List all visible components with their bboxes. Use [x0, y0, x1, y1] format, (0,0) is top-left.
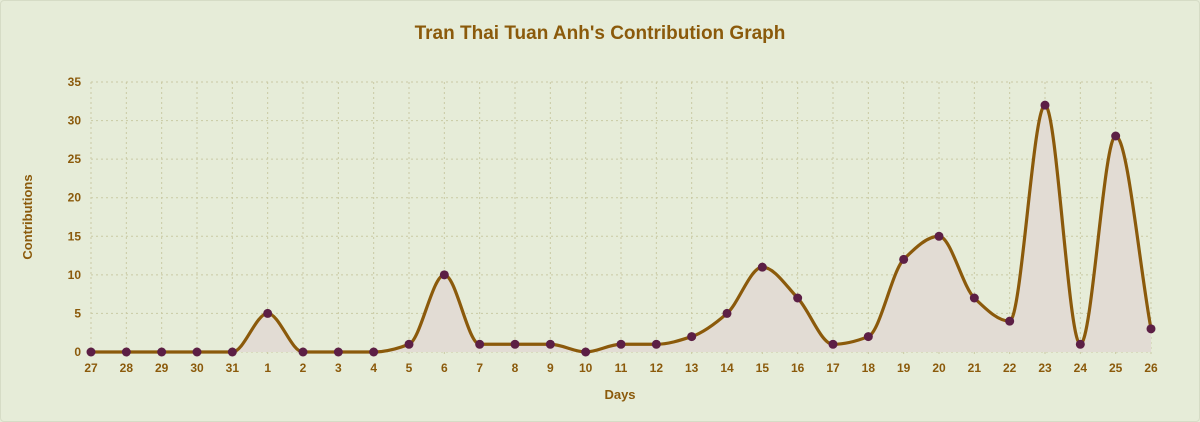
y-tick-label: 0 — [74, 345, 81, 359]
data-point-7[interactable] — [475, 339, 485, 349]
data-point-1[interactable] — [263, 308, 273, 318]
x-tick-label: 13 — [685, 361, 699, 375]
x-tick-label: 27 — [84, 361, 98, 375]
data-point-17[interactable] — [828, 339, 838, 349]
x-tick-label: 8 — [512, 361, 519, 375]
x-tick-label: 23 — [1038, 361, 1052, 375]
x-tick-label: 16 — [791, 361, 805, 375]
data-point-28[interactable] — [121, 347, 131, 357]
x-tick-label: 3 — [335, 361, 342, 375]
y-tick-label: 5 — [74, 306, 81, 320]
y-axis-title: Contributions — [20, 174, 35, 259]
x-tick-label: 5 — [406, 361, 413, 375]
data-point-14[interactable] — [722, 308, 732, 318]
x-tick-label: 2 — [300, 361, 307, 375]
x-tick-label: 17 — [826, 361, 840, 375]
x-tick-label: 10 — [579, 361, 593, 375]
data-point-15[interactable] — [757, 262, 767, 272]
y-tick-label: 25 — [68, 152, 82, 166]
x-tick-label: 26 — [1144, 361, 1158, 375]
data-point-9[interactable] — [545, 339, 555, 349]
x-tick-label: 15 — [756, 361, 770, 375]
grid — [90, 81, 1152, 356]
data-point-31[interactable] — [227, 347, 237, 357]
data-point-8[interactable] — [510, 339, 520, 349]
data-point-6[interactable] — [439, 270, 449, 280]
x-tick-label: 22 — [1003, 361, 1017, 375]
y-tick-label: 30 — [68, 114, 82, 128]
data-point-4[interactable] — [369, 347, 379, 357]
data-point-24[interactable] — [1075, 339, 1085, 349]
x-tick-label: 30 — [190, 361, 204, 375]
point-layer — [86, 100, 1156, 357]
y-axis-ticks: 0 5 10 15 20 25 30 35 — [68, 75, 82, 359]
y-tick-label: 20 — [68, 191, 82, 205]
x-tick-label: 11 — [615, 361, 628, 375]
x-tick-label: 9 — [547, 361, 554, 375]
contribution-line — [89, 103, 1153, 354]
data-point-2[interactable] — [298, 347, 308, 357]
data-point-30[interactable] — [192, 347, 202, 357]
x-tick-label: 18 — [862, 361, 876, 375]
chart-title: Tran Thai Tuan Anh's Contribution Graph — [415, 23, 786, 44]
x-tick-label: 21 — [968, 361, 982, 375]
x-tick-label: 12 — [650, 361, 664, 375]
y-tick-label: 10 — [68, 268, 82, 282]
data-point-16[interactable] — [793, 293, 803, 303]
x-tick-label: 29 — [155, 361, 169, 375]
y-tick-label: 15 — [68, 229, 82, 243]
x-tick-label: 28 — [120, 361, 134, 375]
data-point-29[interactable] — [157, 347, 167, 357]
x-tick-label: 6 — [441, 361, 448, 375]
x-tick-label: 20 — [932, 361, 946, 375]
x-tick-label: 31 — [226, 361, 240, 375]
line-layer — [89, 103, 1153, 354]
data-point-22[interactable] — [1005, 316, 1015, 326]
data-point-12[interactable] — [651, 339, 661, 349]
x-tick-label: 19 — [897, 361, 911, 375]
x-tick-label: 14 — [720, 361, 734, 375]
data-point-10[interactable] — [581, 347, 591, 357]
x-tick-label: 25 — [1109, 361, 1123, 375]
x-axis-ticks: 27 28 29 30 31 1 2 3 4 5 6 7 8 9 10 11 12 13 14 15 16 17 18 19 2… — [84, 361, 1158, 375]
data-point-13[interactable] — [687, 332, 697, 342]
data-point-20[interactable] — [934, 231, 944, 241]
x-tick-label: 4 — [370, 361, 377, 375]
x-axis-title: Days — [604, 387, 635, 402]
x-tick-label: 24 — [1074, 361, 1088, 375]
data-point-11[interactable] — [616, 339, 626, 349]
data-point-26[interactable] — [1146, 324, 1156, 334]
data-point-5[interactable] — [404, 339, 414, 349]
y-tick-label: 35 — [68, 75, 82, 89]
data-point-19[interactable] — [899, 254, 909, 264]
data-point-21[interactable] — [969, 293, 979, 303]
data-point-18[interactable] — [863, 332, 873, 342]
x-tick-label: 7 — [476, 361, 483, 375]
area-layer — [91, 105, 1151, 353]
contribution-area — [91, 105, 1151, 353]
x-tick-label: 1 — [264, 361, 271, 375]
data-point-25[interactable] — [1111, 131, 1121, 141]
data-point-3[interactable] — [333, 347, 343, 357]
data-point-27[interactable] — [86, 347, 96, 357]
data-point-23[interactable] — [1040, 100, 1050, 110]
